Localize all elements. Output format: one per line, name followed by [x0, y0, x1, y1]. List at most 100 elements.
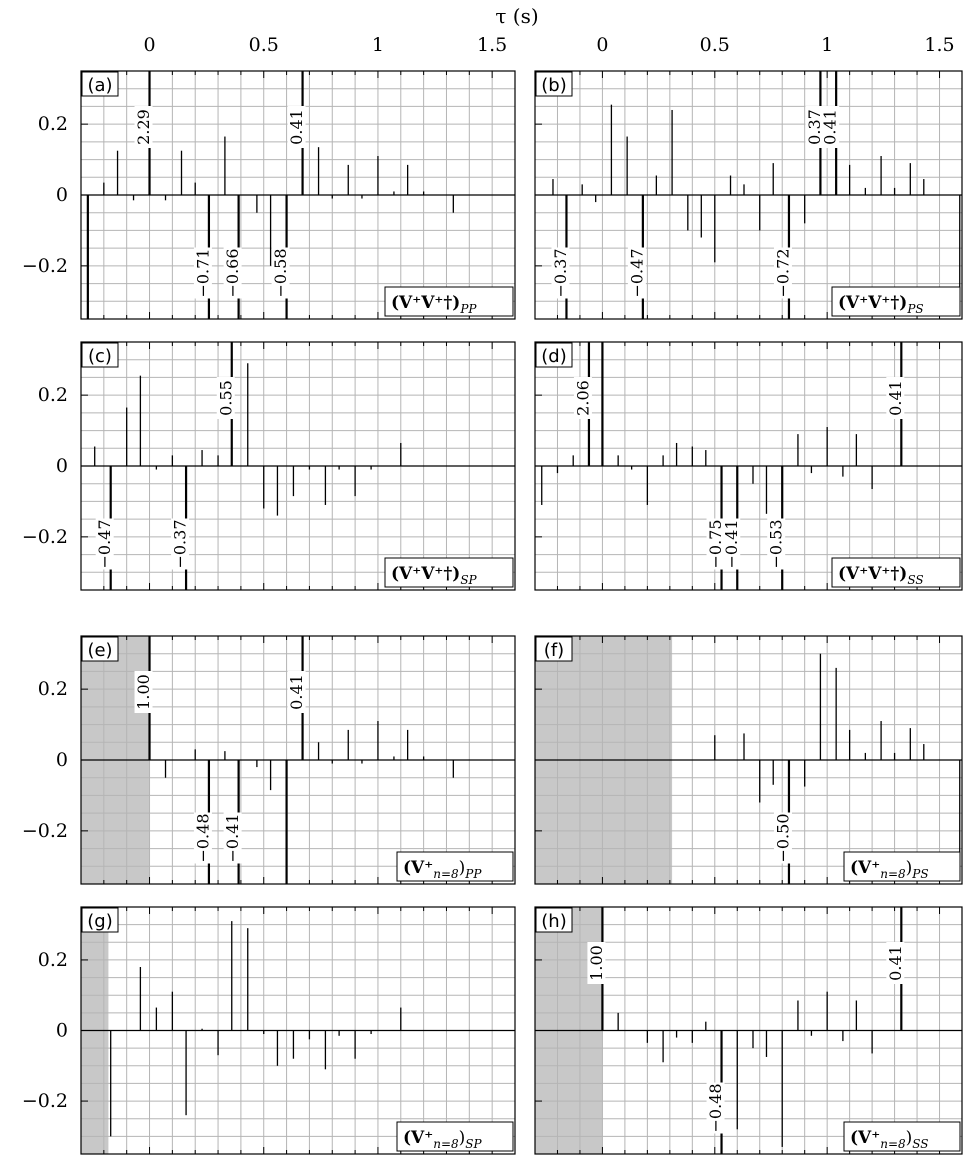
x-tick-label: 0: [143, 34, 155, 56]
value-annotation: 1.00: [587, 945, 606, 981]
value-annotation: 0.41: [886, 945, 905, 981]
panel-label: (b): [535, 71, 573, 97]
svg-text:(e): (e): [87, 640, 112, 661]
value-annotation: −0.48: [193, 813, 212, 862]
value-annotation: 2.06: [573, 380, 592, 416]
annotation-backing: [287, 106, 306, 148]
panel-h: 1.00 −0.48 0.41 (h) (V⁺n=8)SS: [534, 906, 963, 1155]
svg-text:(b): (b): [541, 75, 566, 96]
value-annotation: −0.53: [767, 519, 786, 568]
annotation-backing: [134, 671, 153, 713]
x-tick-label: 1: [372, 34, 384, 56]
annotation-backing: [171, 518, 190, 570]
svg-text:(f): (f): [544, 640, 564, 661]
panel-d: 2.06 −0.75−0.41 −0.53 0.41 (d) (V⁺V⁺†)SS: [534, 341, 963, 591]
spike-series: [714, 653, 961, 884]
annotation-backing: [587, 942, 606, 984]
annotation-backing: [134, 106, 153, 148]
panel-title: (V⁺n=8)SS: [843, 1121, 961, 1152]
svg-text:(a): (a): [87, 75, 112, 96]
y-tick-label: −0.2: [22, 255, 68, 277]
panel-b: 0 0.5 1 1.5 −0.37 −0.47 −0.72 0.370.41 (b) (V⁺V⁺†…: [534, 34, 963, 320]
svg-text:(V⁺V⁺†)SP: (V⁺V⁺†)SP: [391, 564, 478, 587]
panel-label: (d): [535, 342, 573, 368]
x-tick-label: 0.5: [700, 34, 730, 56]
y-tick-label: 0.2: [38, 949, 68, 971]
x-tick-label: 0: [596, 34, 608, 56]
svg-text:(c): (c): [88, 346, 112, 367]
value-annotation: −0.37: [551, 248, 570, 297]
svg-text:(g): (g): [87, 911, 112, 932]
value-annotation: 1.00: [134, 674, 153, 710]
annotation-backing: [551, 247, 570, 299]
annotation-backing: [573, 377, 592, 419]
annotation-backing: [287, 671, 306, 713]
annotation-backing: [223, 812, 242, 864]
value-annotation: −0.66: [223, 248, 242, 297]
spike-series: [110, 921, 402, 1137]
annotation-backing: [95, 518, 114, 570]
panel-label: (e): [81, 636, 119, 662]
annotation-backing: [706, 518, 725, 570]
annotation-backing: [627, 247, 646, 299]
value-annotation: −0.47: [95, 519, 114, 568]
annotation-backing: [223, 247, 242, 299]
panel-label: (f): [535, 636, 573, 662]
y-tick-label: 0: [56, 184, 68, 206]
svg-text:(V⁺n=8)PS: (V⁺n=8)PS: [850, 858, 929, 881]
annotation-backing: [805, 106, 824, 148]
value-annotation: −0.50: [773, 813, 792, 862]
panel-c: 0.2 0 −0.2 −0.47 −0.37 0.55 (c) (V⁺V⁺†)SP: [22, 341, 516, 591]
annotation-backing: [216, 377, 235, 419]
value-annotation: −0.41: [722, 519, 741, 568]
annotation-backing: [767, 518, 786, 570]
annotation-backing: [706, 1082, 725, 1134]
value-annotation: −0.41: [223, 813, 242, 862]
panel-label: (h): [535, 907, 573, 933]
svg-text:(V⁺n=8)PP: (V⁺n=8)PP: [403, 858, 482, 881]
value-annotation: −0.47: [627, 248, 646, 297]
y-tick-label: 0.2: [38, 678, 68, 700]
panel-title: (V⁺n=8)PS: [843, 851, 961, 882]
panel-title: (V⁺V⁺†)PP: [384, 286, 514, 317]
svg-text:(V⁺V⁺†)SS: (V⁺V⁺†)SS: [838, 564, 924, 587]
value-annotation: 0.41: [886, 380, 905, 416]
panel-e: 0.2 0 −0.2 1.00 0.41 −0.48 −0.41 (e) (V⁺n=8)PP: [22, 635, 516, 885]
svg-text:(V⁺n=8)SP: (V⁺n=8)SP: [403, 1128, 483, 1151]
panel-f: −0.50 (f) (V⁺n=8)PS: [534, 635, 963, 885]
x-tick-label: 0.5: [249, 34, 279, 56]
y-tick-label: 0.2: [38, 384, 68, 406]
panel-label: (g): [81, 907, 119, 933]
panel-g: 0.2 0 −0.2 (g) (V⁺n=8)SP: [22, 906, 516, 1155]
panel-title: (V⁺V⁺†)PS: [831, 286, 961, 317]
svg-text:(V⁺V⁺†)PP: (V⁺V⁺†)PP: [391, 293, 477, 316]
y-tick-label: 0: [56, 749, 68, 771]
annotation-backing: [886, 942, 905, 984]
annotation-backing: [193, 247, 212, 299]
svg-text:(d): (d): [541, 346, 566, 367]
y-tick-label: −0.2: [22, 820, 68, 842]
value-annotation: −0.72: [773, 248, 792, 297]
annotation-backing: [271, 247, 290, 299]
annotation-backing: [821, 106, 840, 148]
svg-text:(h): (h): [541, 911, 566, 932]
y-tick-label: 0: [56, 455, 68, 477]
value-annotation: 0.41: [287, 674, 306, 710]
annotation-backing: [773, 812, 792, 864]
y-tick-label: −0.2: [22, 1090, 68, 1112]
annotation-backing: [722, 518, 741, 570]
value-annotation: 0.55: [216, 380, 235, 416]
x-axis-title: τ (s): [495, 4, 538, 28]
svg-text:(V⁺n=8)SS: (V⁺n=8)SS: [850, 1128, 929, 1151]
y-tick-label: −0.2: [22, 526, 68, 548]
y-tick-label: 0: [56, 1020, 68, 1042]
value-annotation: −0.71: [193, 248, 212, 297]
panel-title: (V⁺n=8)PP: [396, 851, 514, 882]
value-annotation: −0.37: [171, 519, 190, 568]
y-tick-label: 0.2: [38, 113, 68, 135]
x-tick-label: 1: [821, 34, 833, 56]
annotation-backing: [886, 377, 905, 419]
value-annotation: −0.48: [706, 1083, 725, 1132]
value-annotation: 2.29: [134, 109, 153, 145]
